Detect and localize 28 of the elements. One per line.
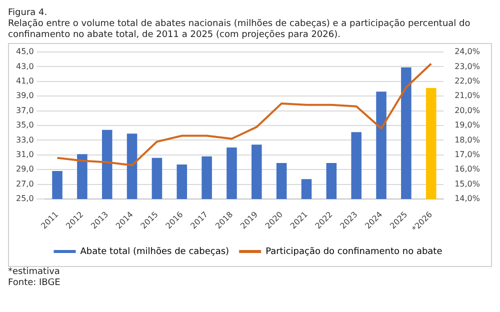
y-tick-label: 45,0 [16,47,34,56]
y2-tick-label: 14,0% [454,194,480,204]
legend-label: Participação do confinamento no abate [266,246,443,257]
y2-tick-label: 22,0% [454,76,480,86]
y-tick-label: 25,0 [16,194,34,204]
y-tick-label: 39,0 [16,91,34,100]
y-tick-label: 37,0 [16,106,34,115]
legend-label: Abate total (milhões de cabeças) [80,246,230,257]
y2-tick-label: 19,0% [454,120,480,130]
y2-tick-label: 17,0% [454,150,480,159]
y2-tick-label: 20,0% [454,106,480,115]
y2-tick-label: 21,0% [454,91,480,100]
y2-tick-label: 24,0% [454,47,480,56]
y-tick-label: 27,0 [16,179,34,188]
y2-tick-label: 23,0% [454,62,480,71]
y-tick-label: 29,0 [16,164,34,174]
y-tick-label: 33,0 [16,135,34,144]
chart-title: Figura 4. [8,8,48,19]
source-note: Fonte: IBGE [8,278,62,289]
y2-tick-label: 16,0% [454,164,480,174]
y2-tick-label: 15,0% [454,179,480,188]
y-tick-label: 43,0 [16,62,34,71]
y-tick-label: 41,0 [16,76,34,86]
y-tick-label: 35,0 [16,120,34,130]
chart-subtitle: Relação entre o volume total de abates nacionais (milhões de cabeças) e a participação percentual do confinamento no abate total, de 2011 a 2025 (com projeções para 2026). [8,19,472,41]
y-tick-label: 31,0 [16,150,34,159]
text: *estimativa [8,267,61,278]
y2-tick-label: 18,0% [454,135,480,144]
